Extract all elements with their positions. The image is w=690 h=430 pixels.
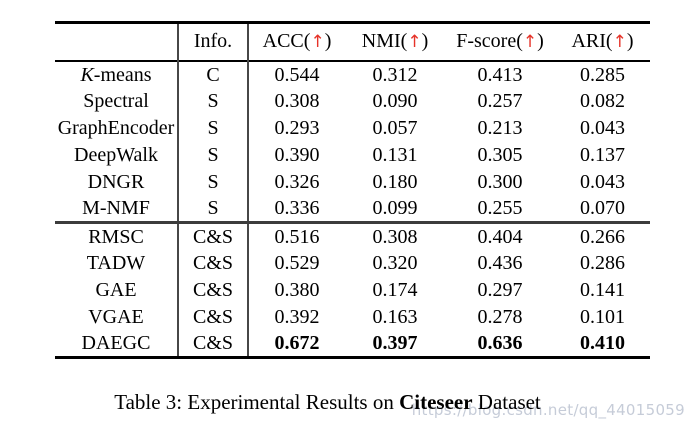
method-italic-part: K <box>80 63 94 86</box>
value-cell: 0.043 <box>580 117 625 139</box>
value-cell: 0.163 <box>372 306 418 328</box>
value-cell: 0.336 <box>274 197 320 220</box>
info-cell: S <box>178 87 249 115</box>
info-cell: C&S <box>178 303 249 331</box>
value-cell: 0.174 <box>372 279 418 301</box>
method-cell: GAE <box>55 276 179 304</box>
value-cell: 0.278 <box>477 306 523 328</box>
value-cell: 0.141 <box>580 279 625 301</box>
info-cell: S <box>178 114 249 142</box>
value-cell: 0.137 <box>580 144 625 166</box>
table-row: VGAE C&S 0.392 0.163 0.278 0.101 <box>55 303 650 331</box>
value-cell: 0.308 <box>274 90 320 112</box>
value-cell: 0.257 <box>477 90 523 112</box>
metric-header-nmi: NMI(↑) <box>361 30 429 53</box>
info-cell: S <box>178 141 249 169</box>
value-cell: 0.436 <box>477 252 523 274</box>
content-methods-section: K-means C 0.544 0.312 0.413 0.285 Spectral S 0.3… <box>55 60 650 223</box>
table-row: GAE C&S 0.380 0.174 0.297 0.141 <box>55 276 650 304</box>
table-row: DNGR S 0.326 0.180 0.300 0.043 <box>55 168 650 196</box>
value-cell: 0.043 <box>580 171 625 193</box>
value-cell: 0.266 <box>580 225 625 248</box>
method-cell: VGAE <box>55 303 179 331</box>
table-row: DeepWalk S 0.390 0.131 0.305 0.137 <box>55 141 650 169</box>
method-cell: GraphEncoder <box>55 114 179 142</box>
table-row: RMSC C&S 0.516 0.308 0.404 0.266 <box>55 222 650 250</box>
method-cell: DeepWalk <box>55 141 179 169</box>
value-cell: 0.213 <box>477 117 523 139</box>
value-cell: 0.099 <box>372 197 418 220</box>
table-row: Spectral S 0.308 0.090 0.257 0.082 <box>55 87 650 115</box>
value-cell: 0.285 <box>580 63 625 86</box>
caption-prefix: Table 3: Experimental Results on <box>114 390 400 414</box>
value-cell: 0.326 <box>274 171 320 193</box>
value-cell: 0.180 <box>372 171 418 193</box>
method-cell: DNGR <box>55 168 179 196</box>
header-row: Info. ACC(↑) NMI(↑) F-score(↑) ARI(↑) <box>55 22 650 61</box>
method-cell: RMSC <box>55 222 179 250</box>
table-row: DAEGC C&S 0.672 0.397 0.636 0.410 <box>55 330 650 358</box>
value-cell: 0.286 <box>580 252 625 274</box>
info-cell: C&S <box>178 222 249 250</box>
value-cell: 0.255 <box>477 197 523 220</box>
value-cell: 0.636 <box>477 332 523 355</box>
value-cell: 0.057 <box>372 117 418 139</box>
metric-header-ari: ARI(↑) <box>571 30 634 53</box>
value-cell: 0.101 <box>580 306 625 328</box>
value-cell: 0.397 <box>372 332 418 355</box>
method-cell: TADW <box>55 249 179 277</box>
value-cell: 0.131 <box>372 144 418 166</box>
info-cell: S <box>178 168 249 196</box>
info-cell: C&S <box>178 249 249 277</box>
method-header-empty <box>55 22 179 61</box>
info-cell: C <box>178 60 249 88</box>
value-cell: 0.413 <box>477 63 523 86</box>
table-caption: Table 3: Experimental Results on Citesee… <box>0 390 655 415</box>
info-cell: C&S <box>178 330 249 358</box>
value-cell: 0.300 <box>477 171 523 193</box>
info-header: Info. <box>178 22 249 61</box>
value-cell: 0.320 <box>372 252 418 274</box>
metric-header-acc: ACC(↑) <box>262 30 332 53</box>
value-cell: 0.293 <box>274 117 320 139</box>
content-and-structure-methods-section: RMSC C&S 0.516 0.308 0.404 0.266 TADW C&S 0.529 0… <box>55 222 650 358</box>
value-cell: 0.308 <box>372 225 418 248</box>
value-cell: 0.070 <box>580 197 625 220</box>
up-arrow-icon: ↑ <box>310 32 325 53</box>
value-cell: 0.516 <box>274 225 320 248</box>
results-table: Info. ACC(↑) NMI(↑) F-score(↑) ARI(↑) K-mea… <box>55 21 650 359</box>
value-cell: 0.082 <box>580 90 625 112</box>
method-cell: DAEGC <box>55 330 179 358</box>
metric-header-f-score: F-score(↑) <box>456 30 544 53</box>
method-cell: M-NMF <box>55 195 179 223</box>
value-cell: 0.404 <box>477 225 523 248</box>
watermark-url: https://blog.csdn.net/qq_44015059 <box>411 401 685 419</box>
value-cell: 0.544 <box>274 63 320 86</box>
table-row: GraphEncoder S 0.293 0.057 0.213 0.043 <box>55 114 650 142</box>
up-arrow-icon: ↑ <box>522 32 538 53</box>
info-cell: C&S <box>178 276 249 304</box>
value-cell: 0.390 <box>274 144 320 166</box>
caption-suffix: Dataset <box>472 390 541 414</box>
method-cell: Spectral <box>55 87 179 115</box>
value-cell: 0.410 <box>580 332 625 355</box>
value-cell: 0.672 <box>274 332 320 355</box>
value-cell: 0.090 <box>372 90 418 112</box>
info-cell: S <box>178 195 249 223</box>
caption-dataset-name: Citeseer <box>399 390 473 414</box>
up-arrow-icon: ↑ <box>612 32 627 53</box>
value-cell: 0.312 <box>372 63 418 86</box>
method-cell: K-means <box>55 60 179 88</box>
table-row: M-NMF S 0.336 0.099 0.255 0.070 <box>55 195 650 223</box>
table-row: K-means C 0.544 0.312 0.413 0.285 <box>55 60 650 88</box>
up-arrow-icon: ↑ <box>407 32 422 53</box>
value-cell: 0.529 <box>274 252 320 274</box>
value-cell: 0.297 <box>477 279 523 301</box>
value-cell: 0.392 <box>274 306 320 328</box>
value-cell: 0.305 <box>477 144 523 166</box>
table-row: TADW C&S 0.529 0.320 0.436 0.286 <box>55 249 650 277</box>
value-cell: 0.380 <box>274 279 320 301</box>
